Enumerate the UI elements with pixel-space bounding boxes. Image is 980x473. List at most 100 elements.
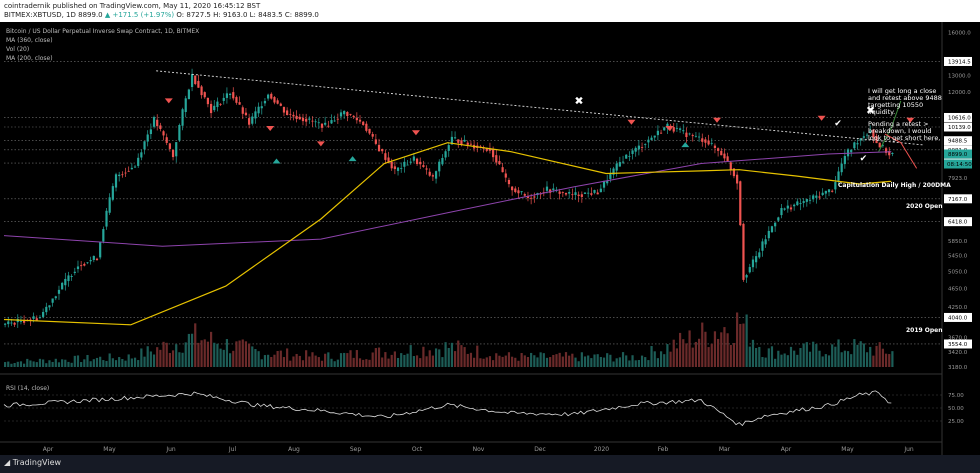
volume-bar: [38, 358, 42, 367]
candle-body: [292, 114, 295, 117]
open-2019-label: 2019 Open: [906, 327, 943, 334]
volume-bar: [314, 355, 317, 367]
volume-bar: [19, 361, 23, 367]
candle-body: [181, 109, 184, 126]
volume-bar: [270, 356, 273, 367]
candle-body: [726, 156, 729, 161]
volume-bar: [362, 359, 365, 367]
volume-bar: [61, 359, 64, 367]
candle-body: [305, 118, 308, 122]
candle-body: [184, 98, 187, 113]
candle-body: [799, 203, 802, 205]
volume-bar: [564, 352, 568, 367]
candle-body: [222, 97, 225, 101]
publisher-bar: cointradernik published on TradingView.c…: [0, 0, 980, 22]
candle-body: [441, 157, 444, 165]
candle-body: [862, 136, 865, 138]
candle-body: [365, 123, 368, 131]
volume-bar: [311, 352, 314, 367]
volume-bar: [422, 346, 425, 367]
volume-bar: [254, 349, 257, 367]
candle-body: [422, 165, 425, 167]
volume-bar: [682, 339, 685, 367]
volume-bar: [26, 358, 29, 367]
rsi-tick-label: 25.00: [948, 419, 964, 425]
volume-bar: [16, 361, 19, 367]
candle-body: [504, 173, 507, 178]
candle-body: [675, 127, 679, 129]
volume-bar: [76, 355, 80, 367]
volume-bar: [95, 357, 99, 367]
candle-body: [301, 117, 305, 122]
volume-bar: [609, 354, 612, 367]
volume-bar: [428, 350, 431, 367]
price-tick-label: 10616.0: [948, 115, 971, 121]
volume-bar: [425, 356, 428, 367]
candle-body: [767, 230, 770, 239]
candle-body: [111, 186, 114, 200]
volume-bar: [209, 331, 213, 367]
candle-body: [216, 101, 219, 108]
volume-bar: [659, 351, 663, 367]
volume-bar: [767, 348, 770, 367]
candle-body: [438, 161, 441, 172]
volume-bar: [343, 352, 346, 367]
indicator-rsi[interactable]: RSI (14, close): [6, 385, 50, 392]
candle-body: [89, 259, 92, 262]
candle-body: [523, 194, 526, 196]
candle-body: [175, 142, 178, 157]
candle-body: [362, 121, 365, 126]
candle-body: [355, 117, 358, 121]
indicator-ma360[interactable]: MA (360, close): [6, 37, 53, 44]
volume-bar: [476, 345, 479, 367]
volume-bar: [377, 347, 381, 367]
candle-body: [270, 93, 273, 99]
volume-bar: [390, 354, 393, 367]
indicator-volume[interactable]: Vol (20): [6, 46, 30, 53]
candle-body: [697, 136, 701, 138]
volume-bar: [568, 355, 571, 367]
candle-body: [415, 158, 419, 165]
volume-bar: [235, 341, 238, 367]
candle-body: [881, 145, 884, 147]
price-chart[interactable]: 16000.0 13914.5 13000.0 12000.0 10616.0 10139…: [0, 22, 980, 455]
candle-body: [457, 139, 460, 143]
volume-bar: [501, 356, 504, 367]
candle-body: [23, 320, 26, 323]
candle-body: [834, 182, 837, 190]
volume-bar: [808, 351, 812, 367]
candle-body: [812, 195, 815, 200]
volume-bar: [355, 350, 358, 367]
candle-body: [406, 164, 409, 166]
candle-body: [336, 118, 339, 120]
volume-bar: [73, 355, 76, 367]
indicator-ma200[interactable]: MA (200, close): [6, 55, 53, 62]
volume-bar: [228, 353, 232, 367]
tradingview-logo[interactable]: ◢ TradingView: [4, 458, 62, 467]
candle-body: [70, 275, 73, 277]
volume-bar: [888, 354, 891, 367]
volume-bar: [599, 356, 602, 367]
candle-body: [156, 119, 159, 127]
volume-bar: [352, 357, 355, 367]
candle-body: [561, 192, 564, 193]
volume-bar: [463, 347, 466, 367]
candle-body: [707, 140, 710, 145]
volume-bar: [175, 344, 178, 367]
candle-body: [568, 192, 571, 194]
candle-body: [314, 121, 317, 123]
candle-body: [653, 135, 656, 138]
candle-body: [298, 116, 301, 120]
candle-body: [514, 188, 517, 193]
volume-bar: [444, 342, 447, 367]
candle-body: [751, 259, 755, 268]
candle-body: [853, 142, 856, 149]
candle-body: [507, 179, 511, 185]
candle-body: [580, 194, 583, 197]
volume-bar: [881, 348, 884, 367]
volume-bar: [178, 352, 181, 367]
volume-bar: [558, 352, 561, 367]
candle-body: [739, 181, 742, 226]
volume-bar: [305, 350, 308, 367]
candle-body: [644, 144, 647, 145]
